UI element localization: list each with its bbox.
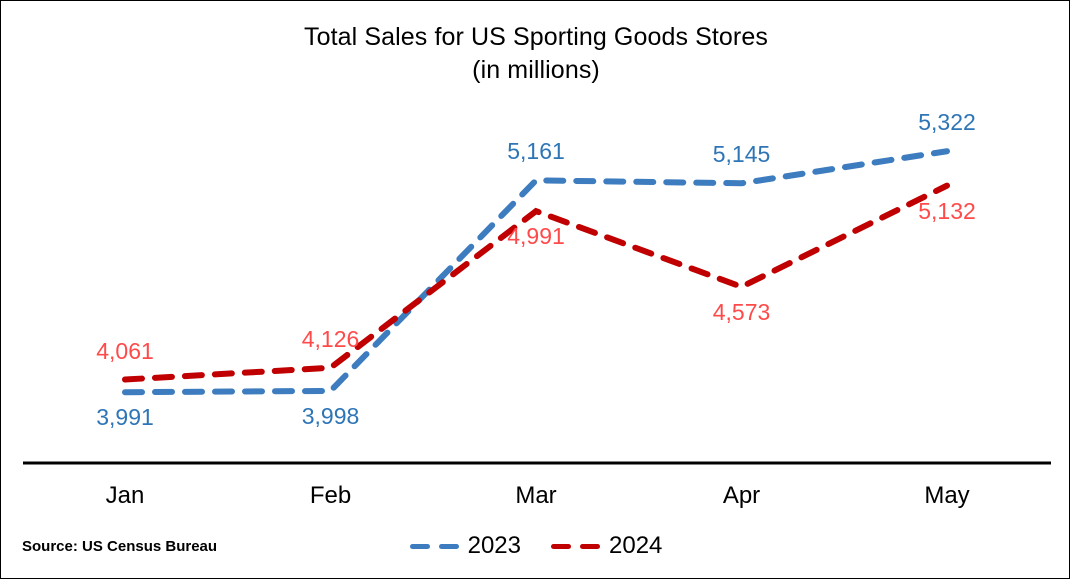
x-axis-tick-jan: Jan <box>105 482 145 509</box>
legend-item-2024[interactable]: 2024 <box>551 534 662 558</box>
x-axis-tick-may: May <box>924 482 970 509</box>
chart-title-block: Total Sales for US Sporting Goods Stores… <box>1 21 1071 86</box>
data-label-2024-Feb: 4,126 <box>301 325 360 352</box>
data-label-2023-Feb: 3,998 <box>301 402 360 429</box>
data-label-2023-Mar: 5,161 <box>507 138 565 165</box>
legend-dash-icon-2023 <box>409 543 459 549</box>
x-axis-tick-mar: Mar <box>515 482 557 509</box>
series-line-2024 <box>122 182 950 383</box>
data-label-2023-May: 5,322 <box>918 109 976 136</box>
data-label-2024-Apr: 4,573 <box>712 298 771 325</box>
chart-legend: 2023 2024 <box>1 534 1071 558</box>
x-axis-tick-feb: Feb <box>309 482 352 509</box>
legend-label-2024: 2024 <box>609 532 663 559</box>
source-note: Source: US Census Bureau <box>22 538 218 555</box>
data-label-2024-Jan: 4,061 <box>96 337 154 364</box>
x-axis-tick-apr: Apr <box>722 482 761 509</box>
chart-subtitle: (in millions) <box>472 55 600 84</box>
page-title: Total Sales for US Sporting Goods Stores <box>304 23 768 51</box>
data-label-2023-Jan: 3,991 <box>96 404 154 431</box>
data-label-2024-Mar: 4,991 <box>507 223 565 250</box>
legend-dash-icon-2024 <box>551 543 600 549</box>
data-label-2023-Apr: 5,145 <box>712 141 771 168</box>
legend-label-2023: 2023 <box>467 532 521 559</box>
legend-item-2023[interactable]: 2023 <box>409 532 521 559</box>
series-line-2023 <box>122 148 950 396</box>
data-label-2024-May: 5,132 <box>918 197 976 224</box>
